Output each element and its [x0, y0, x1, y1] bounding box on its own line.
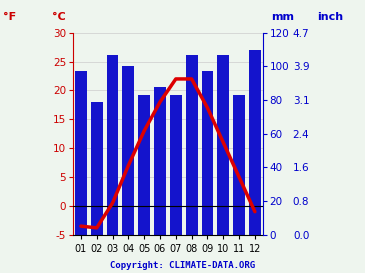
- Bar: [170, 95, 182, 235]
- Bar: [217, 55, 229, 235]
- Text: inch: inch: [317, 12, 343, 22]
- Bar: [91, 102, 103, 235]
- Bar: [186, 55, 197, 235]
- Text: °C: °C: [51, 12, 65, 22]
- Text: Copyright: CLIMATE-DATA.ORG: Copyright: CLIMATE-DATA.ORG: [110, 261, 255, 270]
- Bar: [75, 72, 87, 235]
- Bar: [154, 87, 166, 235]
- Bar: [138, 95, 150, 235]
- Bar: [233, 95, 245, 235]
- Text: °F: °F: [3, 12, 16, 22]
- Bar: [249, 50, 261, 235]
- Bar: [122, 66, 134, 235]
- Bar: [201, 72, 214, 235]
- Text: mm: mm: [271, 12, 295, 22]
- Bar: [107, 55, 119, 235]
